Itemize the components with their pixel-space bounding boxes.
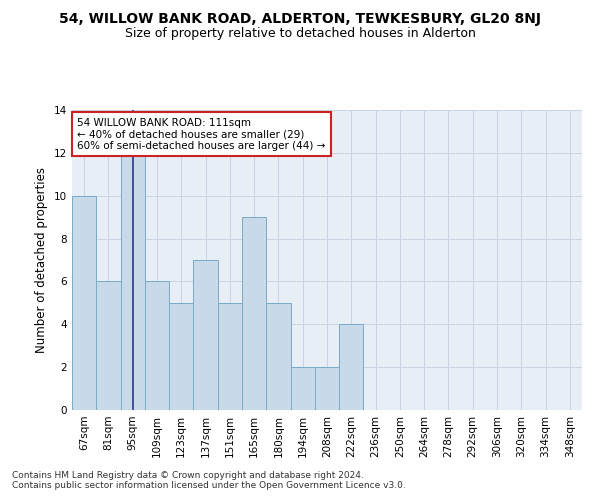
Y-axis label: Number of detached properties: Number of detached properties <box>35 167 49 353</box>
Bar <box>315 367 339 410</box>
Bar <box>266 303 290 410</box>
Text: Contains public sector information licensed under the Open Government Licence v3: Contains public sector information licen… <box>12 481 406 490</box>
Text: 54, WILLOW BANK ROAD, ALDERTON, TEWKESBURY, GL20 8NJ: 54, WILLOW BANK ROAD, ALDERTON, TEWKESBU… <box>59 12 541 26</box>
Text: Contains HM Land Registry data © Crown copyright and database right 2024.: Contains HM Land Registry data © Crown c… <box>12 471 364 480</box>
Bar <box>242 217 266 410</box>
Bar <box>96 282 121 410</box>
Bar <box>121 153 145 410</box>
Bar <box>218 303 242 410</box>
Bar <box>290 367 315 410</box>
Bar <box>339 324 364 410</box>
Bar <box>169 303 193 410</box>
Bar <box>72 196 96 410</box>
Bar <box>145 282 169 410</box>
Text: Size of property relative to detached houses in Alderton: Size of property relative to detached ho… <box>125 28 475 40</box>
Bar <box>193 260 218 410</box>
Text: 54 WILLOW BANK ROAD: 111sqm
← 40% of detached houses are smaller (29)
60% of sem: 54 WILLOW BANK ROAD: 111sqm ← 40% of det… <box>77 118 325 150</box>
